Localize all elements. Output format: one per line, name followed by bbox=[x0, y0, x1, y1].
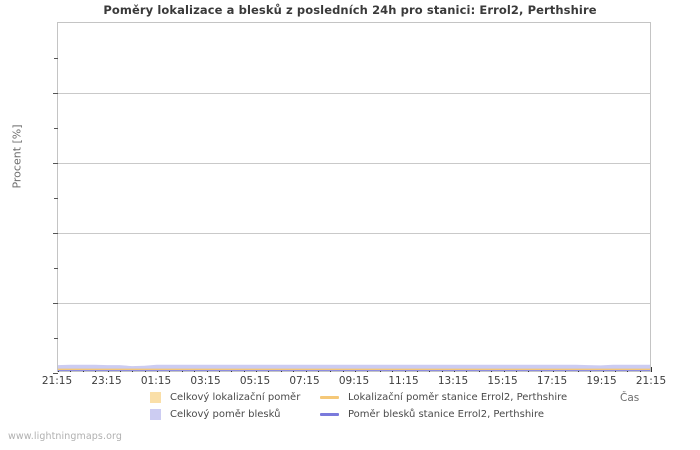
x-axis-title: Čas bbox=[620, 392, 640, 404]
gridline bbox=[58, 163, 650, 164]
y-tick-minor bbox=[54, 58, 58, 59]
legend-item-total-stroke-ratio[interactable]: Celkový poměr blesků bbox=[150, 407, 280, 422]
legend-line-icon bbox=[320, 413, 339, 416]
x-tick-label: 21:15 bbox=[41, 375, 73, 387]
x-tick-label: 13:15 bbox=[437, 375, 469, 387]
x-tick-label: 21:15 bbox=[635, 375, 667, 387]
y-tick-major bbox=[53, 163, 58, 164]
x-tick-label: 17:15 bbox=[536, 375, 568, 387]
x-tick-label: 01:15 bbox=[140, 375, 172, 387]
x-tick-label: 07:15 bbox=[289, 375, 320, 387]
y-axis-title: Procent [%] bbox=[10, 124, 24, 189]
legend-label: Celkový lokalizační poměr bbox=[170, 392, 301, 403]
series-area bbox=[58, 364, 650, 371]
y-tick-minor bbox=[54, 128, 58, 129]
y-tick-major bbox=[53, 303, 58, 304]
y-tick-major bbox=[53, 373, 58, 374]
plot-area bbox=[53, 22, 652, 374]
legend-swatch-icon bbox=[150, 409, 161, 420]
legend-item-station-location-ratio[interactable]: Lokalizační poměr stanice Errol2, Perths… bbox=[320, 390, 567, 405]
y-tick-minor bbox=[54, 338, 58, 339]
y-tick-minor bbox=[54, 268, 58, 269]
x-tick-label: 19:15 bbox=[586, 375, 617, 387]
x-tick-label: 03:15 bbox=[190, 375, 221, 387]
chart-title: Poměry lokalizace a blesků z posledních … bbox=[103, 3, 597, 17]
y-tick-minor bbox=[54, 198, 58, 199]
x-tick-label: 09:15 bbox=[338, 375, 370, 387]
gridline bbox=[58, 303, 650, 304]
x-tick-label: 05:15 bbox=[239, 375, 271, 387]
x-tick-label: 23:15 bbox=[91, 375, 122, 387]
x-tick-label: 11:15 bbox=[388, 375, 419, 387]
series-plot bbox=[58, 364, 650, 371]
gridline bbox=[58, 233, 650, 234]
chart-legend: Celkový lokalizační poměr Lokalizační po… bbox=[150, 390, 670, 424]
gridline bbox=[58, 93, 650, 94]
legend-item-total-location-ratio[interactable]: Celkový lokalizační poměr bbox=[150, 390, 300, 405]
y-tick-major bbox=[53, 233, 58, 234]
legend-swatch-icon bbox=[150, 392, 161, 403]
x-tick-major bbox=[651, 367, 652, 372]
legend-label: Celkový poměr blesků bbox=[170, 409, 281, 420]
legend-item-station-stroke-ratio[interactable]: Poměr blesků stanice Errol2, Perthshire bbox=[320, 407, 544, 422]
x-tick-label: 15:15 bbox=[487, 375, 518, 387]
legend-label: Lokalizační poměr stanice Errol2, Perths… bbox=[348, 392, 568, 403]
legend-line-icon bbox=[320, 396, 339, 399]
watermark: www.lightningmaps.org bbox=[8, 431, 122, 442]
y-tick-major bbox=[53, 93, 58, 94]
legend-label: Poměr blesků stanice Errol2, Perthshire bbox=[348, 409, 544, 420]
